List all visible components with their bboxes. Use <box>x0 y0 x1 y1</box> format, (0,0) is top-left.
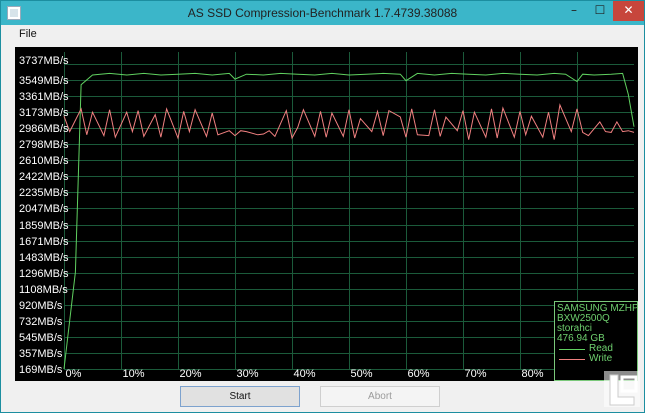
legend-write-label: Write <box>589 353 613 364</box>
start-button[interactable]: Start <box>180 386 300 407</box>
legit-reviews-logo-icon <box>604 371 640 407</box>
y-tick-label: 357MB/s <box>19 347 63 360</box>
x-tick-label: 60% <box>407 368 430 380</box>
y-tick-label: 2986MB/s <box>19 122 69 135</box>
series-line-read <box>63 72 635 370</box>
legend-write-swatch <box>559 359 585 360</box>
minimize-button[interactable]: – <box>571 3 577 17</box>
y-tick-label: 545MB/s <box>19 331 63 344</box>
y-tick-label: 2235MB/s <box>19 186 69 199</box>
y-tick-label: 2047MB/s <box>19 202 69 215</box>
y-tick-label: 169MB/s <box>19 363 63 376</box>
legend-box: SAMSUNG MZHPV BXW2500Q storahci 476.94 G… <box>554 301 638 381</box>
x-tick-label: 70% <box>464 368 487 380</box>
maximize-button[interactable]: ☐ <box>594 3 606 17</box>
chart-canvas <box>63 52 635 370</box>
x-tick-label: 40% <box>293 368 316 380</box>
title-bar[interactable]: AS SSD Compression-Benchmark 1.7.4739.38… <box>1 1 644 25</box>
window-title: AS SSD Compression-Benchmark 1.7.4739.38… <box>187 6 458 20</box>
y-tick-label: 2798MB/s <box>19 138 69 151</box>
legend-device: SAMSUNG MZHPV <box>557 303 638 314</box>
app-icon <box>7 6 21 20</box>
y-tick-label: 3549MB/s <box>19 74 69 87</box>
legend-driver: storahci <box>557 323 593 334</box>
x-tick-label: 80% <box>521 368 544 380</box>
y-tick-label: 2422MB/s <box>19 170 69 183</box>
y-tick-label: 2610MB/s <box>19 154 69 167</box>
abort-button[interactable]: Abort <box>320 386 440 407</box>
x-tick-label: 50% <box>350 368 373 380</box>
x-tick-label: 20% <box>179 368 202 380</box>
y-tick-label: 3737MB/s <box>19 54 69 67</box>
y-tick-label: 1296MB/s <box>19 267 69 280</box>
y-tick-label: 3361MB/s <box>19 90 69 103</box>
y-tick-label: 1483MB/s <box>19 251 69 264</box>
legend-read-swatch <box>559 349 585 350</box>
x-tick-label: 0% <box>65 368 82 380</box>
y-tick-label: 920MB/s <box>19 299 63 312</box>
y-tick-label: 1108MB/s <box>19 283 68 296</box>
benchmark-chart: 3737MB/s 3549MB/s 3361MB/s 3173MB/s 2986MB/s… <box>15 47 638 381</box>
legend-size: 476.94 GB <box>557 333 605 344</box>
y-tick-label: 3173MB/s <box>19 106 69 119</box>
x-tick-label: 30% <box>236 368 259 380</box>
menu-file[interactable]: File <box>19 28 37 40</box>
series-line-write <box>63 103 635 140</box>
x-tick-label: 10% <box>122 368 145 380</box>
y-tick-label: 1859MB/s <box>19 219 69 232</box>
legend-read-label: Read <box>589 343 613 354</box>
menu-bar: File <box>1 25 644 45</box>
legend-firmware: BXW2500Q <box>557 313 610 324</box>
y-tick-label: 1671MB/s <box>19 235 69 248</box>
close-button[interactable]: ✕ <box>613 1 644 21</box>
y-tick-label: 732MB/s <box>19 315 63 328</box>
